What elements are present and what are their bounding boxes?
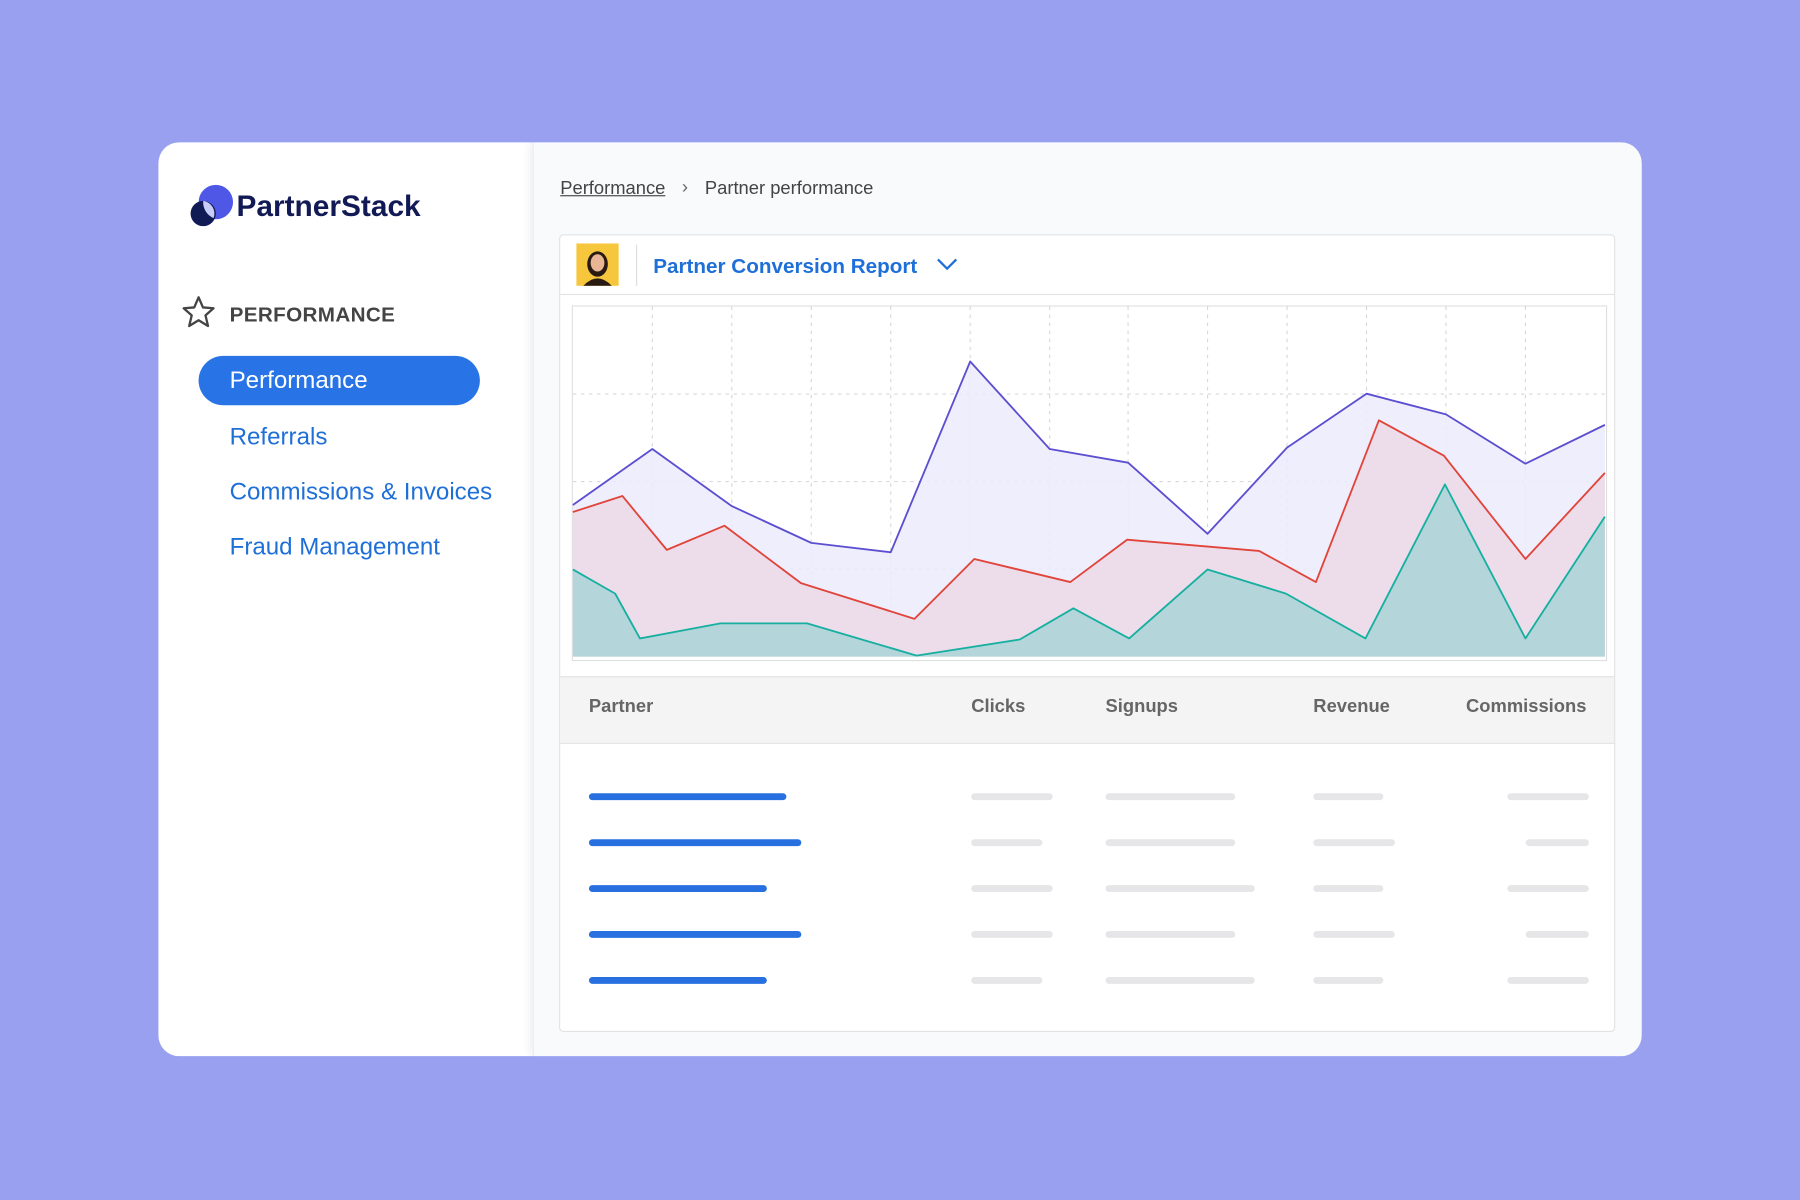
nav-item[interactable]: Referrals [229, 423, 328, 451]
dropdown-chevron[interactable] [936, 256, 959, 272]
placeholder-bar [1313, 793, 1384, 801]
placeholder-bar [1105, 885, 1255, 892]
logo-mark [190, 184, 234, 227]
series-line [572, 360, 1606, 554]
placeholder-bar [588, 885, 767, 892]
brand: PartnerStack [236, 188, 421, 223]
app-window: PartnerStack PERFORMANCE Performance Ref… [158, 142, 1642, 1057]
placeholder-bar [1105, 931, 1236, 938]
placeholder-bar [1313, 885, 1384, 892]
placeholder-bar [1525, 839, 1589, 847]
star-icon [182, 296, 215, 328]
column-header: Signups [1105, 696, 1178, 717]
placeholder-bar [1105, 793, 1236, 801]
placeholder-bar [1313, 976, 1384, 984]
placeholder-bar [1105, 839, 1236, 847]
column-header: Clicks [971, 696, 1026, 717]
breadcrumb-separator: › [681, 177, 689, 198]
placeholder-bar [971, 885, 1053, 892]
placeholder-bar [588, 976, 767, 984]
placeholder-bar [971, 793, 1053, 801]
placeholder-bar [588, 931, 802, 938]
area-fill [572, 484, 1605, 657]
placeholder-bar [1507, 793, 1589, 801]
placeholder-bar [1105, 976, 1255, 984]
placeholder-bar [1313, 839, 1395, 847]
placeholder-bar [1507, 885, 1589, 892]
column-header: Partner [588, 696, 654, 717]
breadcrumb-link[interactable]: Performance [560, 179, 666, 199]
placeholder-bar [971, 976, 1043, 984]
nav-active-bg[interactable] [198, 355, 480, 406]
main-content: Performance › Partner performance Partne… [532, 142, 1642, 1057]
column-header: Revenue [1313, 696, 1390, 717]
area-fill [572, 420, 1605, 657]
nav-item[interactable]: Fraud Management [229, 533, 441, 561]
placeholder-bar [1313, 931, 1395, 938]
report-title[interactable]: Partner Conversion Report [653, 254, 918, 278]
placeholder-bar [971, 839, 1043, 847]
nav-item[interactable]: Commissions & Invoices [229, 478, 493, 506]
placeholder-bar [1507, 976, 1589, 984]
breadcrumb-current: Partner performance [704, 179, 874, 199]
column-header: Commissions [1465, 696, 1587, 717]
nav-item[interactable]: Performance [229, 367, 368, 394]
avatar [576, 243, 619, 286]
series-line [572, 419, 1606, 620]
divider [635, 244, 638, 286]
report-panel: Partner Conversion Report Partner Clicks… [559, 234, 1616, 1033]
placeholder-bar [1525, 931, 1589, 938]
placeholder-bar [971, 931, 1053, 938]
placeholder-bar [588, 839, 802, 847]
divider [560, 293, 1615, 296]
table-header [560, 676, 1615, 744]
series-line [572, 483, 1606, 657]
placeholder-bar [588, 793, 787, 801]
chart [571, 305, 1608, 662]
section-label: PERFORMANCE [229, 303, 396, 327]
